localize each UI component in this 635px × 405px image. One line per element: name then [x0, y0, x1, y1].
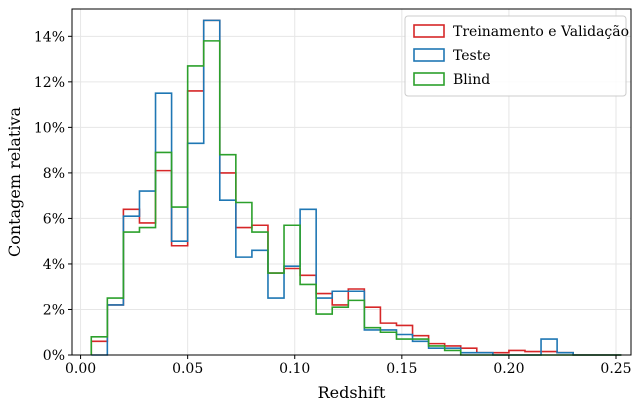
plot-frame — [71, 8, 632, 356]
x-tick-label: 0.25 — [600, 361, 631, 377]
x-tick-label: 0.10 — [279, 361, 310, 377]
x-tick-label: 0.20 — [493, 361, 524, 377]
x-tick-label: 0.00 — [65, 361, 96, 377]
y-tick-label: 2% — [43, 302, 65, 318]
legend-swatch — [413, 72, 445, 86]
legend-label: Treinamento e Validação — [453, 24, 629, 40]
legend: Treinamento e Validação Teste Blind — [404, 15, 629, 97]
legend-swatch — [413, 24, 445, 38]
y-tick-label: 6% — [43, 211, 65, 227]
y-tick-label: 12% — [34, 75, 65, 91]
y-tick-label: 0% — [43, 348, 65, 364]
x-axis-ticks: 0.00 0.05 0.10 0.15 0.20 0.25 — [65, 355, 632, 377]
x-axis-label: Redshift — [318, 383, 386, 402]
y-tick-label: 10% — [34, 120, 65, 136]
y-tick-label: 8% — [43, 166, 65, 182]
legend-box — [404, 15, 627, 97]
x-tick-label: 0.15 — [386, 361, 417, 377]
legend-swatch — [413, 48, 445, 62]
legend-label: Teste — [453, 48, 491, 64]
y-tick-label: 14% — [34, 29, 65, 45]
y-tick-label: 4% — [43, 257, 65, 273]
y-axis-label: Contagem relativa — [5, 107, 24, 257]
x-tick-label: 0.05 — [172, 361, 203, 377]
legend-label: Blind — [453, 72, 490, 88]
y-axis-ticks: 0% 2% 4% 6% 8% 10% 12% 14% — [34, 29, 72, 364]
